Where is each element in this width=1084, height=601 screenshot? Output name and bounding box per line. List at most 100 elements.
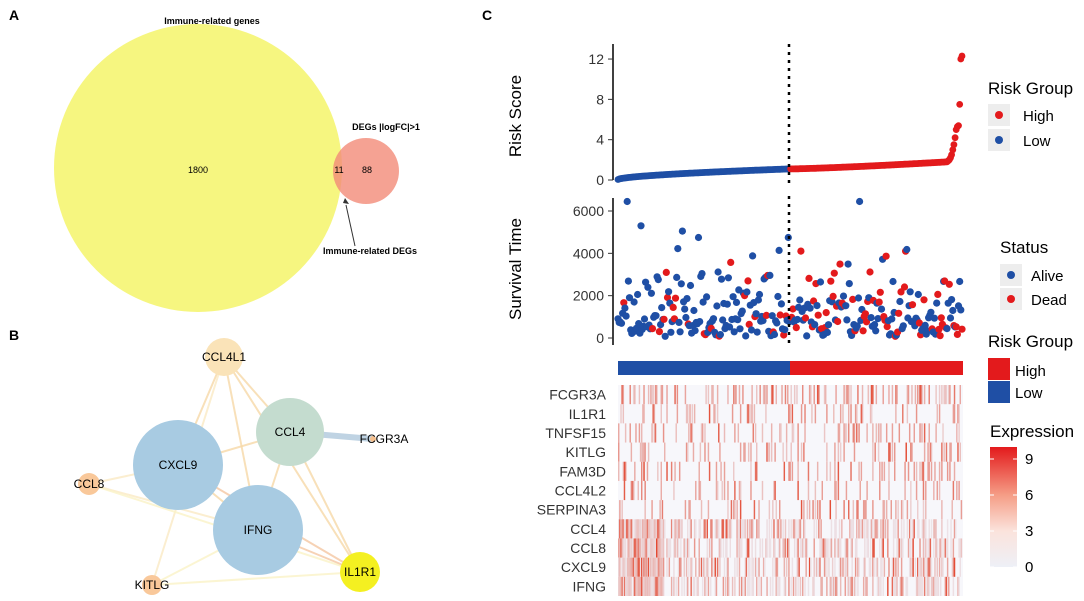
heatmap-cell: [751, 404, 753, 424]
survival-point: [634, 290, 642, 299]
heatmap-cell: [907, 385, 910, 405]
survival-point: [828, 298, 836, 306]
survival-point: [667, 328, 675, 336]
heatmap-cell: [685, 576, 688, 596]
heatmap-cell: [829, 500, 832, 520]
heatmap-cell: [858, 423, 860, 443]
heatmap-cell: [752, 423, 754, 443]
heatmap-cell: [843, 385, 845, 405]
node-fcgr3a: FCGR3A: [360, 432, 409, 446]
heatmap-cell: [829, 461, 832, 481]
heatmap-cell: [911, 442, 913, 462]
survival-point: [943, 325, 951, 333]
heatmap-cell: [949, 442, 951, 462]
risk-score-point: [958, 52, 966, 60]
heatmap-cell: [691, 557, 694, 577]
heatmap-cell: [877, 576, 880, 596]
heatmap-cell: [684, 500, 687, 520]
heatmap-cell: [781, 385, 783, 405]
heatmap-cell: [667, 538, 669, 558]
heatmap-cell: [821, 576, 823, 596]
heatmap-cell: [714, 557, 717, 577]
heatmap-cell: [952, 538, 955, 558]
heatmap-cell: [910, 500, 912, 520]
heatmap-cell: [650, 557, 652, 577]
heatmap-cell: [761, 423, 764, 443]
heatmap-cell: [716, 385, 719, 405]
heatmap-cell: [850, 385, 852, 405]
heatmap-cell: [629, 576, 631, 596]
heatmap-cell: [654, 423, 657, 443]
heatmap-cell: [839, 404, 842, 424]
heatmap-cell: [668, 557, 671, 577]
survival-point: [914, 290, 922, 299]
heatmap-cell: [670, 519, 673, 539]
survival-point: [896, 297, 904, 306]
heatmap-cell: [638, 519, 641, 539]
heatmap-cell: [718, 538, 720, 558]
heatmap-cell: [853, 423, 856, 443]
heatmap-cell: [641, 538, 643, 558]
survival-point: [730, 328, 738, 336]
node-ccl4-circle: [256, 398, 324, 466]
heatmap-cell: [854, 557, 857, 577]
heatmap-cell: [673, 576, 675, 596]
heatmap-cell: [657, 557, 659, 577]
survival-point: [866, 268, 874, 276]
venn-set-degs-label: DEGs |logFC|>1: [352, 122, 420, 132]
heatmap-cell: [818, 557, 820, 577]
heatmap-cell: [946, 519, 949, 539]
heatmap-cell: [734, 480, 736, 501]
heatmap-cell: [691, 423, 694, 443]
expression-tick-label: 6: [1025, 487, 1033, 504]
heatmap-cell: [879, 423, 881, 443]
heatmap-cell: [733, 500, 735, 520]
heatmap-cell: [791, 404, 794, 424]
heatmap-cell: [618, 519, 620, 539]
heatmap-cell: [935, 385, 937, 405]
heatmap-cell: [768, 538, 771, 558]
heatmap-cell: [921, 576, 924, 596]
heatmap-cell: [683, 557, 685, 577]
heatmap-cell: [630, 480, 633, 501]
heatmap-cell: [678, 461, 681, 481]
heatmap-cell: [900, 576, 903, 596]
heatmap-cell: [660, 404, 662, 424]
heatmap-cell: [879, 576, 881, 596]
heatmap-cell: [729, 538, 731, 558]
heatmap-cell: [635, 576, 637, 596]
heatmap-cell: [845, 423, 848, 443]
heatmap-cell: [700, 423, 703, 443]
survival-point: [775, 246, 783, 254]
heatmap-cell: [827, 557, 829, 577]
heatmap-cell: [649, 538, 651, 558]
heatmap-cell: [915, 480, 918, 501]
heatmap-cell: [907, 538, 910, 558]
heatmap-cell: [776, 519, 779, 539]
survival-point: [793, 315, 802, 324]
heatmap-cell: [882, 500, 884, 520]
heatmap-cell: [850, 461, 852, 481]
heatmap-cell: [751, 557, 753, 577]
survival-point: [811, 321, 819, 329]
heatmap-cell: [654, 538, 657, 558]
heatmap-cell: [779, 500, 781, 520]
heatmap-cell: [796, 557, 798, 577]
heatmap-cell: [956, 423, 958, 443]
survival-point: [655, 328, 664, 336]
expression-tick-label: 9: [1025, 451, 1033, 468]
heatmap-cell: [742, 385, 744, 405]
heatmap-cell: [783, 557, 786, 577]
annotation-legend-title: Risk Group: [988, 332, 1073, 351]
survival-point: [617, 319, 626, 327]
heatmap-cell: [676, 385, 679, 405]
survival-point: [622, 312, 630, 320]
heatmap-cell: [859, 519, 861, 539]
heatmap-cell: [797, 557, 799, 577]
heatmap-cell: [788, 404, 790, 424]
heatmap-cell: [800, 404, 803, 424]
heatmap-cell: [623, 557, 626, 577]
heatmap-cell: [779, 538, 781, 558]
heatmap-cell: [943, 385, 945, 405]
node-ifng-label: IFNG: [244, 523, 273, 537]
